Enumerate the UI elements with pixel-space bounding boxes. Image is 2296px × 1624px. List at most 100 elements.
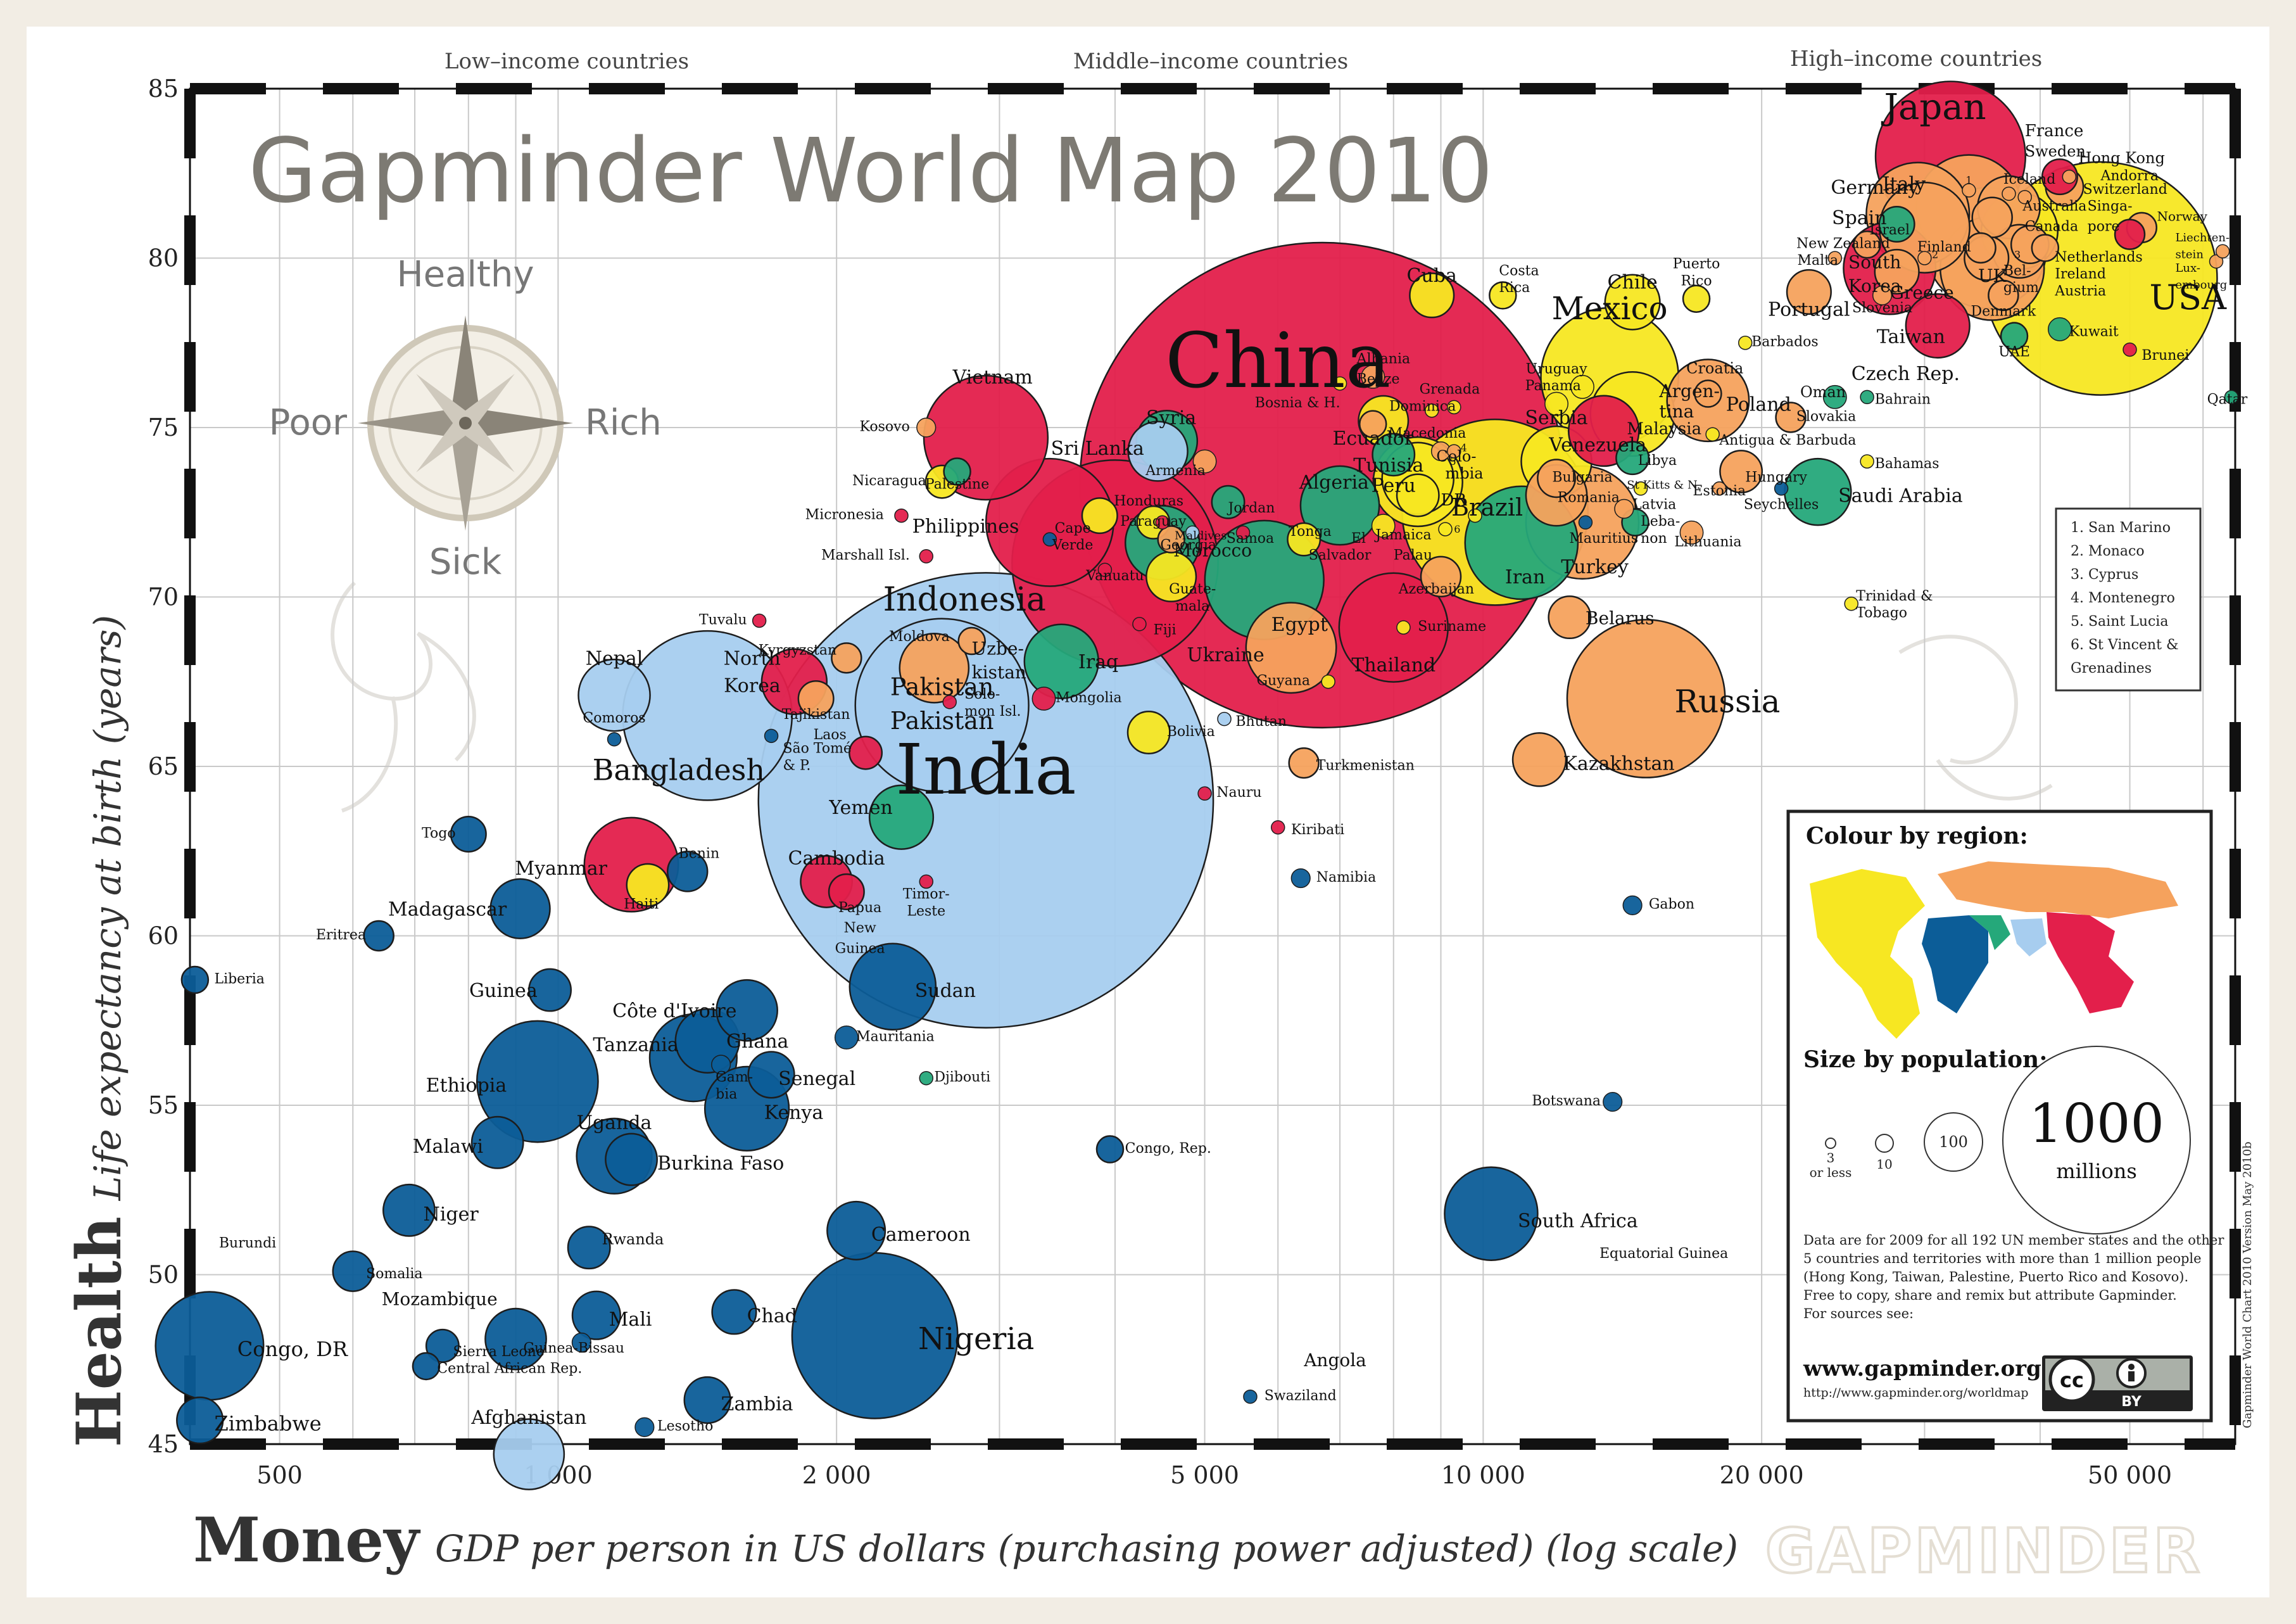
bubble-bulgaria[interactable] [1537, 459, 1576, 498]
bubble-uzbekistan[interactable] [899, 633, 970, 704]
bubble-cyprus[interactable] [1917, 251, 1932, 265]
bubble-haiti[interactable] [626, 863, 670, 907]
bubble-somalia[interactable] [332, 1250, 374, 1292]
bubble-mongolia[interactable] [1031, 687, 1056, 711]
bubble-el-salvador[interactable] [1287, 522, 1321, 557]
bubble-uae[interactable] [2000, 322, 2029, 350]
bubble-latvia[interactable] [1614, 498, 1634, 519]
bubble-tuvalu[interactable] [752, 613, 767, 628]
bubble-mali[interactable] [571, 1290, 621, 1340]
bubble-malta[interactable] [1827, 251, 1843, 265]
bubble-pakistan[interactable] [854, 618, 1030, 793]
bubble-tajikistan[interactable] [797, 680, 835, 718]
bubble-barbados[interactable] [1738, 336, 1753, 350]
bubble-turkmenistan[interactable] [1288, 747, 1320, 779]
bubble-zimbabwe[interactable] [176, 1396, 224, 1445]
bubble-swaziland[interactable] [1243, 1389, 1258, 1404]
bubble-libya[interactable] [1615, 441, 1650, 476]
bubble-afghanistan[interactable] [493, 1418, 565, 1490]
bubble-andorra[interactable] [2062, 169, 2077, 184]
bubble-iceland[interactable] [2002, 186, 2016, 201]
bubble-congo-rep-[interactable] [1095, 1135, 1125, 1164]
bubble-oman[interactable] [1822, 384, 1847, 409]
bubble-kiribati[interactable] [1270, 820, 1285, 835]
bubble-zambia[interactable] [683, 1376, 731, 1424]
bubble-bhutan[interactable] [1217, 711, 1232, 726]
bubble-mauritius[interactable] [1578, 515, 1593, 530]
bubble-greece[interactable] [1874, 248, 1920, 295]
bubble-taiwan[interactable] [1905, 293, 1971, 359]
bubble-lithuania[interactable] [1679, 520, 1704, 545]
bubble-antigua-barbuda[interactable] [1705, 427, 1720, 441]
bubble-micronesia[interactable] [894, 508, 909, 523]
bubble-belize[interactable] [1332, 376, 1347, 391]
bubble-nepal[interactable] [577, 658, 651, 732]
bubble-sri-lanka[interactable] [1127, 421, 1189, 482]
bubble-central-african-rep-[interactable] [412, 1352, 441, 1381]
bubble-djibouti[interactable] [919, 1070, 934, 1086]
bubble-guinea-bissau[interactable] [571, 1332, 591, 1353]
bubble-brunei[interactable] [2123, 342, 2137, 357]
bubble-san-marino[interactable] [1962, 183, 1976, 198]
bubble-mauritania[interactable] [834, 1025, 859, 1050]
bubble-gambia[interactable] [711, 1055, 731, 1075]
bubble-algeria[interactable] [1299, 465, 1380, 546]
bubble-hong-kong[interactable] [2041, 158, 2078, 196]
bubble-uruguay[interactable] [1570, 374, 1594, 399]
bubble-maldives[interactable] [1185, 525, 1200, 540]
bubble-monaco[interactable] [2017, 189, 2032, 205]
bubble-bosnia-h-[interactable] [1358, 410, 1387, 438]
bubble-lesotho[interactable] [634, 1417, 655, 1437]
bubble-slovenia[interactable] [1872, 285, 1893, 305]
bubble-marshall-isl-[interactable] [919, 549, 934, 564]
bubble-thailand[interactable] [1338, 572, 1449, 683]
bubble-albania[interactable] [1361, 364, 1385, 389]
bubble-cape-verde[interactable] [1042, 532, 1057, 547]
bubble-tonga[interactable] [1235, 525, 1251, 540]
bubble-sweden[interactable] [1971, 196, 2013, 239]
bubble-namibia[interactable] [1290, 868, 1311, 889]
bubble-panama[interactable] [1544, 391, 1568, 416]
bubble-eritrea[interactable] [363, 920, 394, 952]
bubble-new-zealand[interactable] [1853, 230, 1881, 259]
bubble-cameroon[interactable] [826, 1200, 886, 1260]
bubble-palestine[interactable] [943, 457, 971, 486]
bubble-papua-new-guinea[interactable] [828, 873, 865, 910]
bubble-samoa[interactable] [1155, 515, 1170, 530]
bubble-montenegro[interactable] [1447, 444, 1461, 459]
bubble-guyana[interactable] [1321, 675, 1335, 689]
bubble-portugal[interactable] [1786, 269, 1832, 315]
bubble-georgia[interactable] [1157, 525, 1185, 554]
bubble-grenada[interactable] [1447, 400, 1461, 415]
bubble-madagascar[interactable] [489, 878, 551, 939]
bubble-c-te-d-ivoire[interactable] [716, 979, 778, 1042]
bubble-guinea[interactable] [528, 968, 572, 1012]
bubble-kosovo[interactable] [916, 417, 937, 438]
bubble-dominican-rep-[interactable] [1396, 473, 1440, 517]
bubble-botswana[interactable] [1603, 1092, 1623, 1112]
bubble-vanuatu[interactable] [1097, 562, 1113, 577]
bubble-bolivia[interactable] [1126, 711, 1171, 754]
bubble-fiji[interactable] [1132, 617, 1147, 631]
bubble-chad[interactable] [711, 1289, 757, 1335]
bubble-rwanda[interactable] [567, 1226, 611, 1270]
bubble-solomon-isl-[interactable] [942, 695, 957, 709]
bubble-senegal[interactable] [747, 1051, 795, 1099]
bubble-kyrgyzstan[interactable] [831, 642, 862, 674]
bubble-s-o-tom-p-[interactable] [764, 728, 779, 744]
bubble-ukraine[interactable] [1245, 602, 1337, 694]
bubble-benin[interactable] [666, 851, 709, 892]
bubble-niger[interactable] [382, 1183, 436, 1237]
bubble-ethiopia[interactable] [476, 1020, 599, 1143]
bubble-singapore[interactable] [2114, 219, 2146, 250]
bubble-st-kitts-n-[interactable] [1633, 481, 1648, 496]
bubble-sudan[interactable] [848, 942, 937, 1031]
bubble-togo[interactable] [450, 815, 487, 853]
bubble-hungary[interactable] [1719, 450, 1763, 494]
bubble-yemen[interactable] [868, 784, 935, 850]
bubble-tunisia[interactable] [1372, 433, 1416, 477]
bubble-seychelles[interactable] [1774, 481, 1789, 496]
bubble-nauru[interactable] [1197, 786, 1212, 801]
bubble-gabon[interactable] [1622, 895, 1643, 915]
bubble-laos[interactable] [848, 735, 883, 770]
